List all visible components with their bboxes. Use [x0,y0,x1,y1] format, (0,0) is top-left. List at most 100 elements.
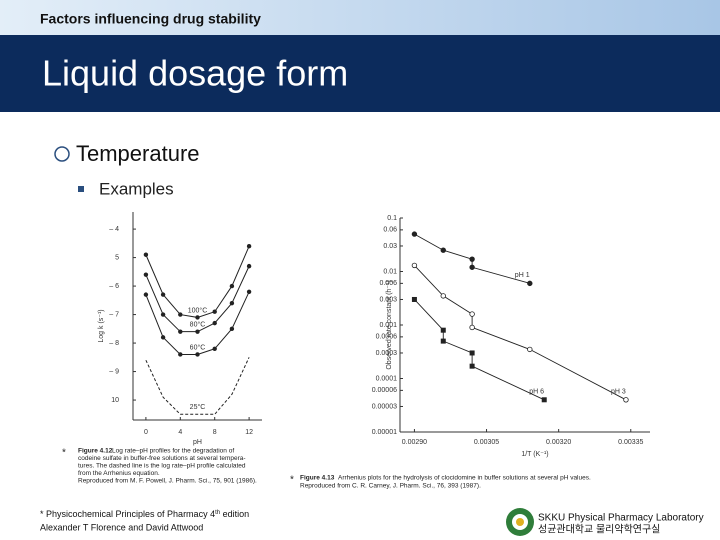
bullet-square [78,186,84,192]
y-tick-label: 0.0003 [376,350,398,357]
point [143,292,149,297]
x-axis-label: pH [193,439,202,446]
y-tick-label: 0.00001 [372,429,397,436]
y-tick-label: 0.003 [379,296,397,303]
x-tick-label: 4 [178,429,182,436]
chart-1: – 4 5 – 6 – 7 – 8 – 9 10 0 4 8 12 pH Log k (s⁻¹) 100°… [62,212,262,485]
bullet-2: Examples [99,179,174,198]
y-tick-label: 0.001 [379,322,397,329]
point [178,352,183,357]
caption-line: Reproduced from M. F. Powell, J. Pharm. … [78,478,257,485]
point [469,256,475,262]
point [246,243,252,249]
y-tick-label: 0.06 [383,227,397,234]
footnote-marker: * [62,448,66,459]
x-tick-label: 0.00320 [546,439,571,446]
point [469,311,475,317]
point [440,293,446,299]
point [178,312,183,317]
point [143,252,149,257]
series-label: pH 3 [611,389,626,396]
header-subtitle: Factors influencing drug stability [40,11,261,27]
logo-core [516,518,524,526]
series-label: pH 6 [529,389,544,396]
bullet-circle [54,146,70,162]
series-label: 25°C [190,403,206,411]
fit-line [414,265,627,401]
slide-title: Liquid dosage form [42,53,348,94]
y-tick-label: 0.0001 [376,375,398,382]
lab-name: SKKU Physical Pharmacy Laboratory [538,513,704,524]
point [195,315,200,320]
footer-authors: Alexander T Florence and David Attwood [40,522,203,532]
point [178,329,183,334]
point [229,300,235,306]
point [160,335,166,340]
caption-line: Arrhenius plots for the hydrolysis of cl… [338,475,591,482]
fit-line [414,299,545,401]
y-tick-label: 0.01 [383,268,397,275]
series-label: 80°C [190,321,206,329]
x-axis-label: 1/T (K⁻¹) [521,451,548,458]
series-label: 100°C [188,306,208,314]
point [411,262,418,269]
logo [506,508,534,536]
y-tick-label: 0.03 [383,243,397,250]
point [212,346,217,351]
bullet-1: Temperature [76,141,200,166]
caption-line: Reproduced from C. R. Carney, J. Pharm. … [300,483,481,490]
point [440,327,446,333]
y-tick-label: 0.00006 [372,387,397,394]
y-tick-label: – 8 [109,340,119,347]
point [541,397,547,403]
point [469,350,475,356]
point [527,280,533,287]
point [440,338,446,344]
chart-2: 0.1 0.06 0.03 0.01 0.006 0.003 0.001 0.0006 0.00… [290,215,650,490]
footnote-marker: * [290,475,294,486]
point [623,397,629,403]
y-tick-label: – 7 [109,311,119,318]
point [212,309,217,314]
point [411,231,418,237]
point [212,320,217,326]
y-tick-label: – 9 [109,368,119,375]
caption-line: codeine sulfate in buffer-free solutions… [78,455,246,462]
x-tick-label: 0 [144,429,148,436]
caption-line: tures. The dashed line is the log rate–p… [78,463,246,470]
point [527,346,533,353]
curve [145,357,250,415]
series-label: pH 1 [515,272,530,279]
x-tick-label: 0.00290 [402,439,427,446]
y-tick-label: 0.1 [387,215,397,222]
caption-line: Log rate–pH profiles for the degradation… [112,448,234,455]
point [195,329,200,334]
x-tick-label: 0.00335 [618,439,643,446]
point [469,264,475,270]
point [160,292,166,297]
y-tick-label: 10 [111,397,119,404]
point [469,324,475,331]
point [246,289,252,294]
point [160,312,166,317]
y-axis-label: Log k (s⁻¹) [98,309,105,342]
x-tick-label: 0.00305 [474,439,499,446]
x-tick-label: 8 [213,429,217,436]
y-tick-label: 0.006 [379,280,397,287]
point [229,283,235,289]
y-tick-label: 0.00003 [372,403,397,410]
point [229,326,235,332]
y-axis-label: Observed rate constant (h⁻¹) [386,280,393,369]
x-tick-label: 12 [245,429,253,436]
point [469,363,475,369]
point [195,352,200,357]
figure-number: Figure 4.12 [78,448,113,455]
y-tick-label: – 6 [109,283,119,290]
y-tick-label: 5 [115,254,119,261]
point [143,272,149,277]
caption-line: from the Arrhenius equation. [78,470,160,477]
point [411,296,417,302]
lab-name-kr: 성균관대학교 물리약학연구실 [538,524,660,536]
